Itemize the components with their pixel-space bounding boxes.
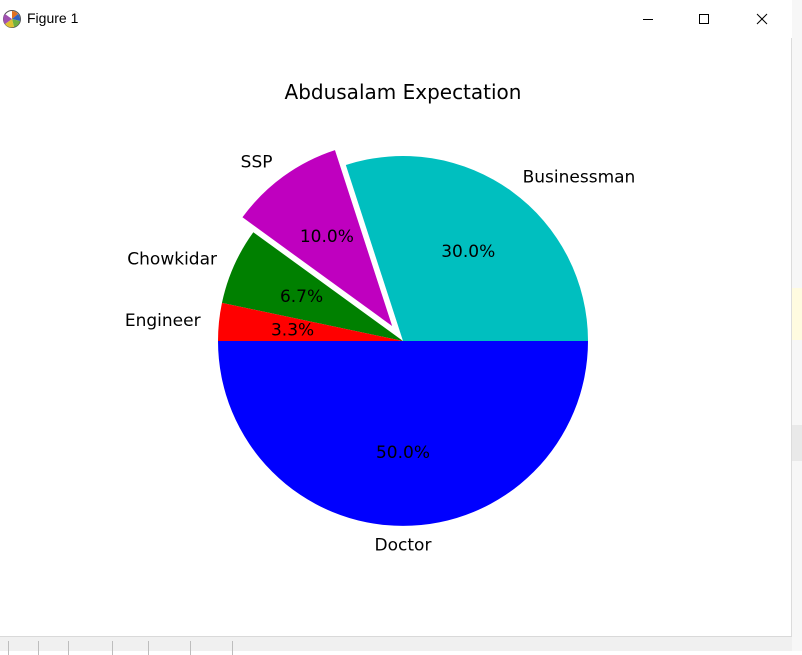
pan-button[interactable] (112, 641, 142, 655)
close-icon (756, 13, 768, 25)
editor-highlight (792, 288, 802, 340)
pie-slice-ssp (242, 150, 393, 327)
window-title: Figure 1 (27, 10, 79, 26)
minimize-button[interactable] (619, 0, 677, 38)
maximize-button[interactable] (675, 0, 733, 38)
close-button[interactable] (733, 0, 791, 38)
pie-pct-doctor: 50.0% (376, 443, 430, 463)
editor-highlight (792, 425, 802, 461)
pie-label-chowkidar: Chowkidar (127, 249, 217, 269)
pie-labels: Doctor 50.0% Businessman 30.0% SSP 10.0% Chowk… (125, 152, 635, 555)
save-button[interactable] (232, 641, 262, 655)
forward-button[interactable] (68, 641, 98, 655)
title-bar: Figure 1 (0, 0, 792, 38)
pie-pct-ssp: 10.0% (300, 227, 354, 247)
configure-button[interactable] (190, 641, 220, 655)
navigation-toolbar (0, 636, 792, 655)
background-editor-strip (792, 0, 802, 651)
pie-slice-businessman (345, 156, 588, 341)
pie-label-businessman: Businessman (523, 167, 636, 187)
maximize-icon (699, 14, 709, 24)
pie-slice-engineer (218, 302, 403, 341)
chart-title: Abdusalam Expectation (285, 80, 522, 104)
pie-label-engineer: Engineer (125, 311, 201, 331)
pie-pct-chowkidar: 6.7% (280, 287, 323, 307)
pie-slice-chowkidar (221, 232, 403, 341)
pie-chart: Abdusalam Expectation Doctor 50.0% Busines… (125, 80, 635, 556)
minimize-icon (643, 19, 653, 20)
back-button[interactable] (38, 641, 68, 655)
pie-label-doctor: Doctor (375, 536, 432, 556)
home-button[interactable] (8, 641, 38, 655)
zoom-button[interactable] (148, 641, 178, 655)
pie-pct-businessman: 30.0% (441, 242, 495, 262)
matplotlib-icon (3, 10, 21, 28)
pie-pct-engineer: 3.3% (271, 321, 314, 341)
pie-slices (218, 150, 588, 526)
pie-slice-doctor (218, 341, 588, 526)
pie-label-ssp: SSP (241, 152, 273, 172)
